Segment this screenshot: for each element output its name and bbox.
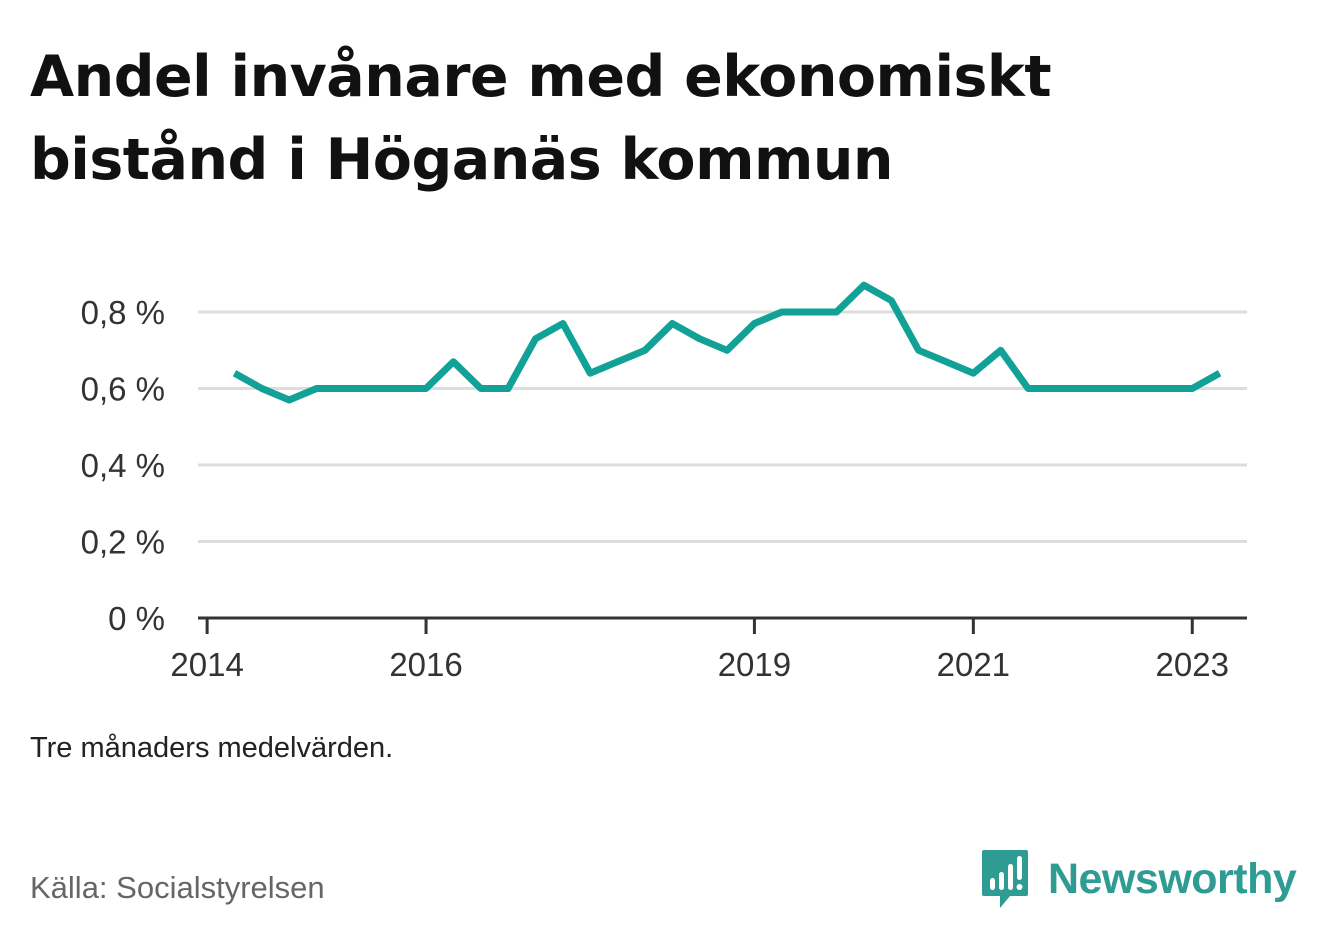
x-tick-label: 2014	[170, 646, 243, 683]
y-tick-label: 0,4 %	[81, 447, 165, 484]
y-axis-ticks: 0 % 0,2 % 0,4 % 0,6 % 0,8 %	[81, 294, 165, 637]
x-axis: 2014 2016 2019 2021 2023	[170, 616, 1247, 683]
chart-note: Tre månaders medelvärden.	[30, 732, 394, 764]
y-tick-label: 0,8 %	[81, 294, 165, 331]
newsworthy-logo-icon	[982, 850, 1028, 908]
source-credit: Källa: Socialstyrelsen	[30, 870, 325, 905]
x-tick-label: 2016	[389, 646, 462, 683]
y-tick-label: 0,6 %	[81, 371, 165, 408]
x-tick-label: 2023	[1156, 646, 1229, 683]
y-tick-label: 0 %	[108, 600, 165, 637]
series-line-group	[232, 281, 1222, 404]
x-tick-label: 2021	[937, 646, 1010, 683]
y-tick-label: 0,2 %	[81, 524, 165, 561]
series-line	[232, 281, 1222, 404]
line-chart: 0 % 0,2 % 0,4 % 0,6 % 0,8 % 2014 2016 2019 2021…	[81, 281, 1247, 683]
logo-text: Newsworthy	[1048, 854, 1297, 903]
x-tick-label: 2019	[718, 646, 791, 683]
chart-title: Andel invånare med ekonomiskt bistånd i …	[30, 44, 1052, 193]
newsworthy-logo[interactable]: Newsworthy	[980, 848, 1297, 910]
